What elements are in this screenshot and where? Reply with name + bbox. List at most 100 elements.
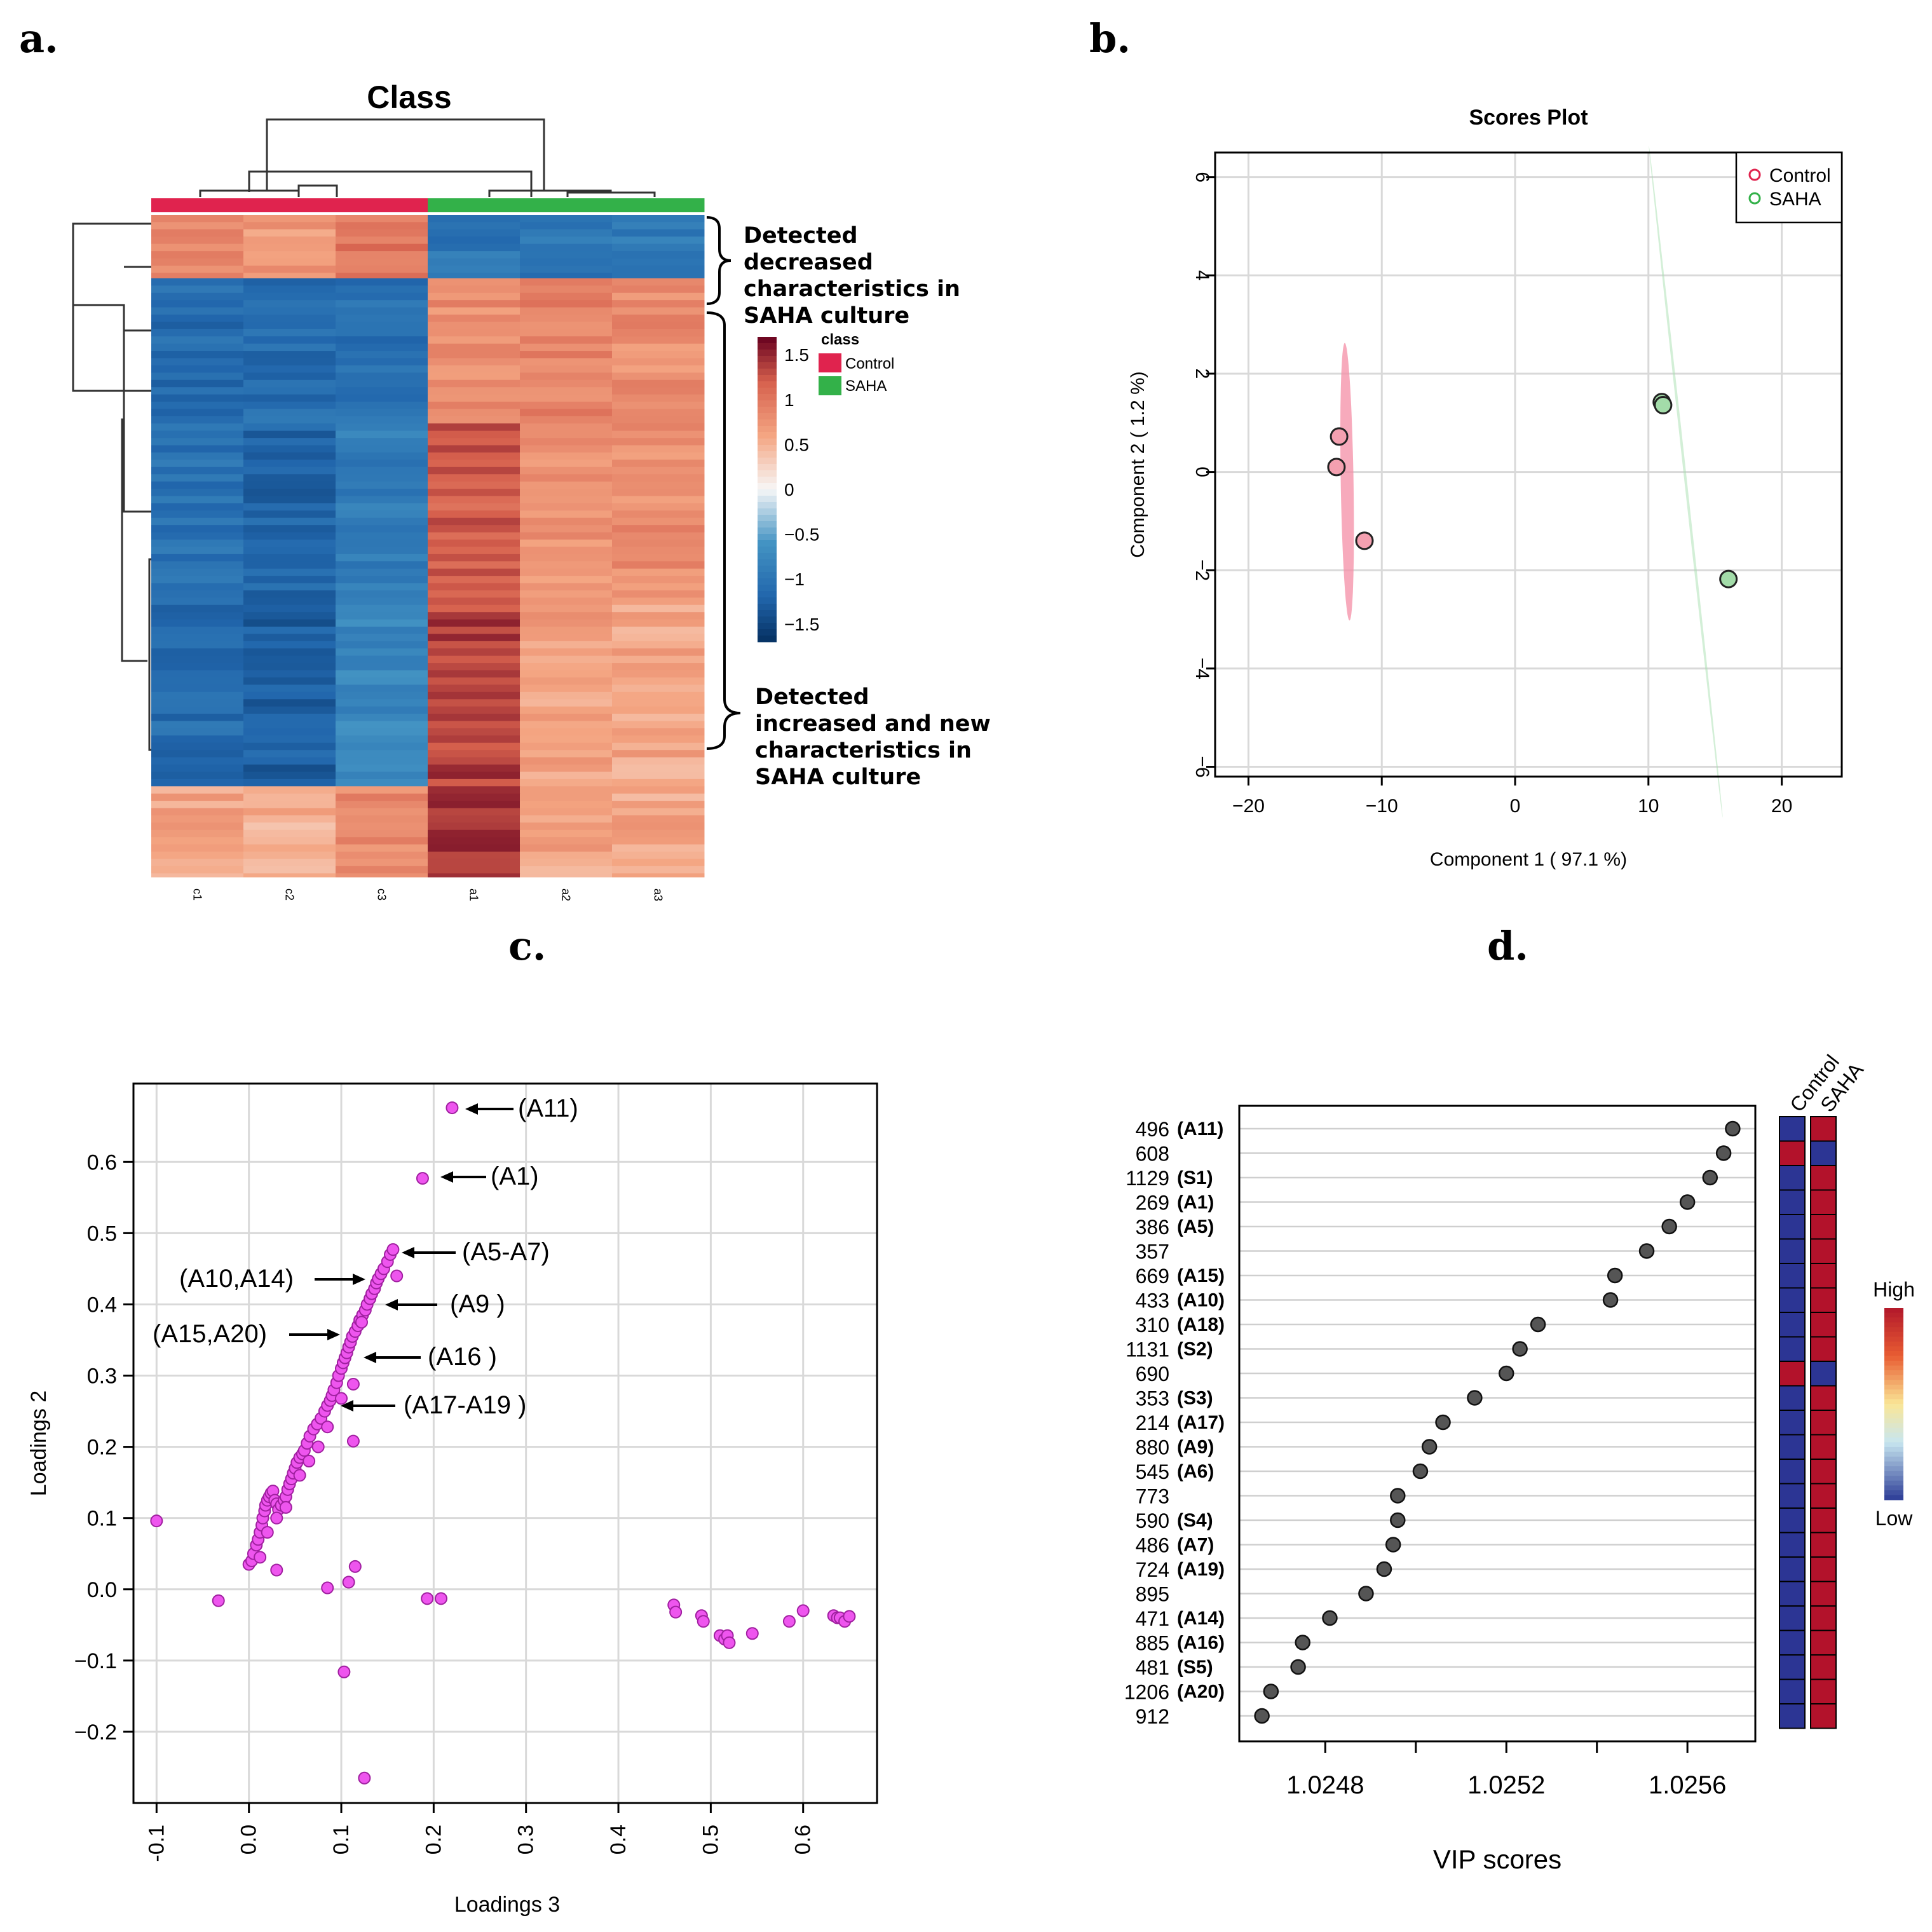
heatmap-cell	[428, 278, 520, 286]
heatmap-cell	[612, 416, 705, 424]
feature-tag-label: (A7)	[1177, 1535, 1214, 1556]
colorbar-segment	[758, 439, 777, 446]
heatmap-cell	[520, 394, 613, 402]
heatmap-cell	[428, 430, 520, 439]
annotation-arrowhead	[402, 1247, 414, 1258]
row-dendrogram-link	[123, 329, 151, 513]
heatmap-cell	[336, 315, 428, 322]
vip-colorbar-segment	[1884, 1389, 1903, 1395]
x-tick-label: 0.4	[606, 1825, 630, 1854]
heatmap-cell	[428, 481, 520, 489]
heatmap-cell	[151, 315, 244, 322]
heatmap-cell	[151, 452, 244, 460]
heatmap-cell	[243, 779, 336, 787]
heatmap-cell	[612, 655, 705, 663]
loading-point	[254, 1551, 267, 1564]
heatmap-cell	[243, 634, 336, 642]
heat-cell-control	[1779, 1287, 1806, 1313]
heatmap-cell	[428, 554, 520, 562]
colorbar-segment	[758, 610, 777, 617]
heatmap-cell	[520, 365, 613, 373]
x-tick-label: 0.1	[329, 1825, 353, 1854]
x-tick-label: 1.0248	[1286, 1771, 1364, 1799]
heatmap-cell	[612, 273, 705, 279]
legend-label-control: Control	[845, 355, 894, 372]
x-tick-label: 0.2	[421, 1825, 446, 1854]
heatmap-cell	[520, 445, 613, 453]
heatmap-cell	[520, 251, 613, 259]
heatmap-cell	[243, 459, 336, 468]
class-bar-cell	[151, 198, 244, 212]
vip-colorbar-segment	[1884, 1404, 1903, 1410]
heatmap-cell	[612, 394, 705, 402]
heatmap-cell	[520, 222, 613, 230]
colorbar-segment	[758, 458, 777, 465]
heatmap-cell	[428, 285, 520, 294]
heatmap-cell	[612, 750, 705, 758]
heatmap-cell	[243, 292, 336, 301]
heatmap-cell	[151, 394, 244, 402]
colorbar-segment	[758, 464, 777, 471]
heatmap-cell	[520, 844, 613, 852]
heatmap-cell	[243, 278, 336, 286]
feature-tag-label: (A9)	[1177, 1437, 1214, 1458]
heat-cell-control	[1779, 1361, 1806, 1387]
vip-colorbar-segment	[1884, 1322, 1903, 1328]
heatmap-cell	[151, 822, 244, 831]
heatmap-cell	[151, 641, 244, 649]
heatmap-cell	[428, 236, 520, 245]
heat-cell-saha	[1810, 1532, 1837, 1558]
heatmap-cell	[520, 627, 613, 634]
loading-point	[355, 1316, 368, 1329]
heatmap-cell	[612, 612, 705, 620]
feature-id-label: 481	[1136, 1656, 1169, 1679]
heatmap-cell	[428, 540, 520, 547]
heatmap-cell	[336, 236, 428, 245]
heat-cell-saha	[1810, 1483, 1837, 1509]
heatmap-cell	[612, 258, 705, 266]
heatmap-cell	[520, 372, 613, 381]
vip-colorbar-segment	[1884, 1399, 1903, 1405]
heatmap-cell	[428, 532, 520, 540]
heatmap-cell	[151, 873, 244, 878]
heatmap-cell	[520, 655, 613, 663]
heatmap-cell	[336, 808, 428, 816]
heat-cell-control	[1779, 1434, 1806, 1460]
colorbar-segment	[758, 362, 777, 369]
heat-cell-saha	[1810, 1629, 1837, 1656]
vip-colorbar-segment	[1884, 1490, 1903, 1495]
heatmap-cell	[151, 474, 244, 482]
heatmap-cell	[336, 554, 428, 562]
loading-point	[346, 1377, 360, 1391]
heatmap-cell	[336, 859, 428, 867]
colorbar-segment	[758, 540, 777, 547]
loading-point	[358, 1771, 371, 1785]
heatmap-cell	[612, 634, 705, 642]
heatmap-cell	[612, 307, 705, 315]
heatmap-cell	[151, 466, 244, 475]
colorbar-segment	[758, 616, 777, 623]
heat-cell-control	[1779, 1238, 1806, 1264]
heatmap-cell	[243, 251, 336, 259]
heat-cell-saha	[1810, 1434, 1837, 1460]
feature-id-label: 1129	[1126, 1167, 1169, 1190]
heatmap-cell	[336, 503, 428, 511]
heatmap-cell	[520, 604, 613, 613]
heatmap-cell	[520, 561, 613, 569]
colorbar-tick-label: 1	[784, 390, 794, 410]
heatmap-cell	[520, 343, 613, 351]
heatmap-cell	[612, 379, 705, 388]
heatmap-cell	[243, 474, 336, 482]
heatmap-cell	[336, 329, 428, 337]
vip-point	[1602, 1292, 1619, 1308]
feature-id-label: 773	[1136, 1485, 1169, 1508]
heatmap-cell	[336, 590, 428, 598]
heatmap-cell	[243, 351, 336, 359]
heatmap-cell	[428, 714, 520, 721]
score-point-control	[1327, 458, 1346, 477]
heatmap-cell	[520, 728, 613, 736]
loading-point	[150, 1514, 163, 1528]
heatmap-cell	[520, 822, 613, 831]
vip-colorbar-segment	[1884, 1317, 1903, 1323]
heatmap-cell	[520, 684, 613, 693]
